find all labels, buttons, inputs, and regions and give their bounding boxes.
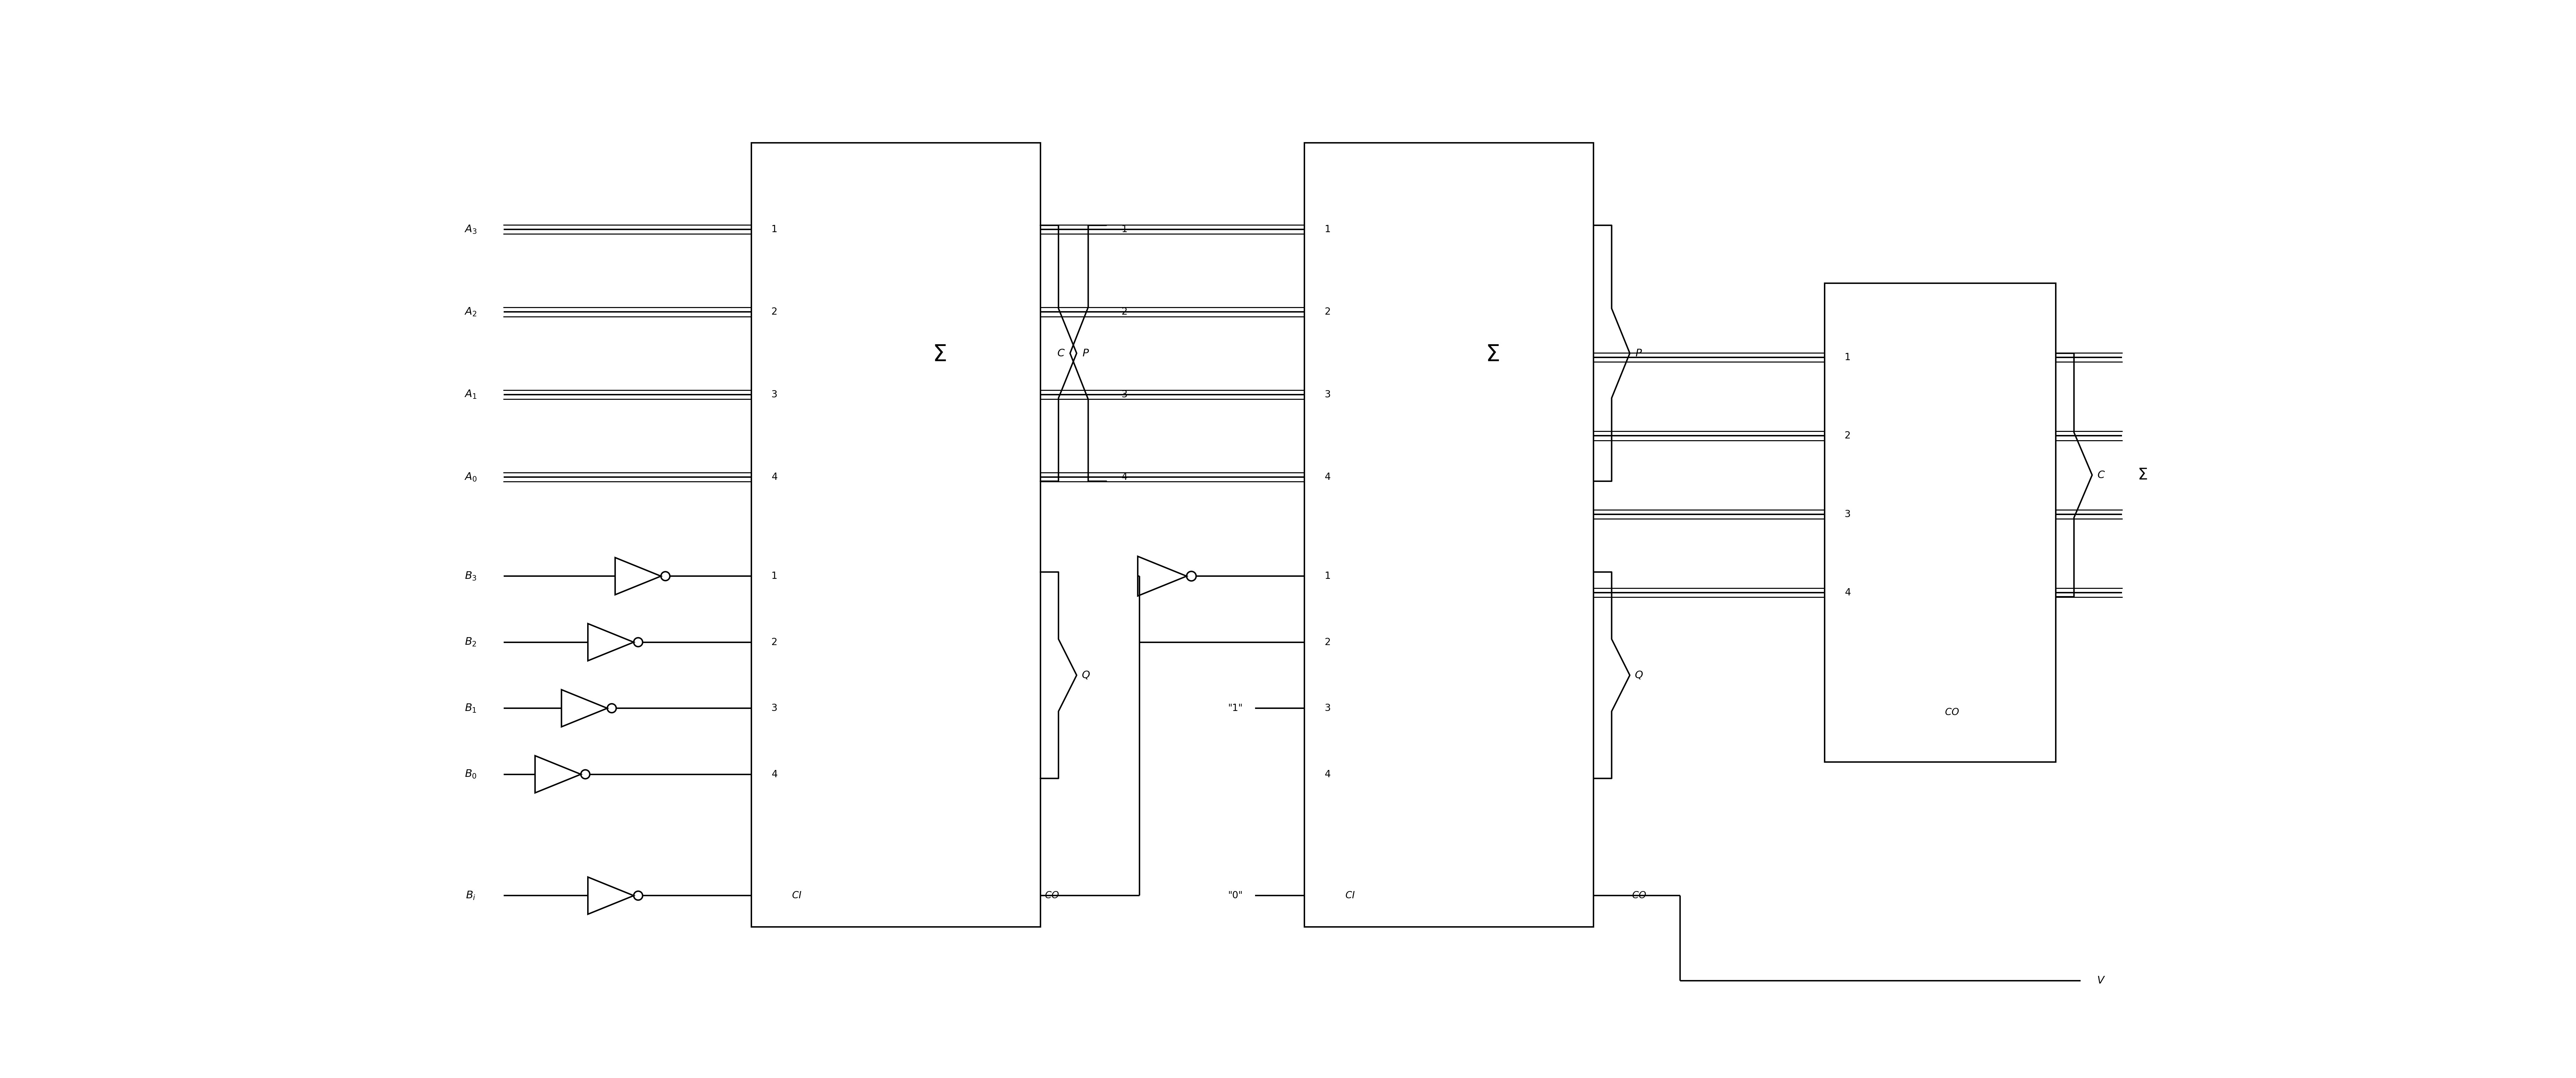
- Text: 2: 2: [1121, 307, 1128, 317]
- Text: $\Sigma$: $\Sigma$: [1486, 343, 1499, 365]
- Text: $B_i$: $B_i$: [466, 890, 477, 901]
- Text: 2: 2: [1324, 307, 1332, 317]
- Text: $CO$: $CO$: [1945, 707, 1960, 717]
- Bar: [1303, 142, 1595, 927]
- Text: 4: 4: [770, 472, 778, 482]
- Text: 4: 4: [770, 770, 778, 779]
- Text: $B_2$: $B_2$: [464, 637, 477, 648]
- Text: 4: 4: [1324, 472, 1332, 482]
- Text: 2: 2: [1844, 431, 1850, 441]
- Text: $\Sigma$: $\Sigma$: [933, 343, 945, 365]
- Bar: [1824, 284, 2056, 762]
- Text: $P$: $P$: [1082, 348, 1090, 358]
- Text: 2: 2: [1324, 637, 1332, 647]
- Text: 3: 3: [770, 390, 778, 399]
- Text: 2: 2: [770, 307, 778, 317]
- Text: $CI$: $CI$: [791, 890, 801, 900]
- Text: $V$: $V$: [2097, 976, 2105, 985]
- Text: 3: 3: [1324, 704, 1332, 713]
- Text: $\Sigma$: $\Sigma$: [2138, 467, 2148, 483]
- Text: $B_3$: $B_3$: [464, 570, 477, 581]
- Text: $A_0$: $A_0$: [464, 472, 477, 483]
- Text: $B_1$: $B_1$: [464, 703, 477, 714]
- Text: 1: 1: [1324, 571, 1332, 581]
- Text: $CO$: $CO$: [1631, 890, 1646, 900]
- Text: 4: 4: [1324, 770, 1332, 779]
- Text: 3: 3: [1844, 510, 1850, 520]
- Text: 1: 1: [770, 224, 778, 234]
- Text: 1: 1: [1844, 353, 1850, 362]
- Text: $Q$: $Q$: [1636, 671, 1643, 680]
- Bar: [752, 142, 1041, 927]
- Text: "0": "0": [1229, 890, 1242, 900]
- Text: $C$: $C$: [2097, 470, 2105, 480]
- Text: $CI$: $CI$: [1345, 890, 1355, 900]
- Text: 2: 2: [770, 637, 778, 647]
- Text: 1: 1: [1324, 224, 1332, 234]
- Text: 4: 4: [1844, 588, 1850, 597]
- Text: 3: 3: [1121, 390, 1128, 399]
- Text: 1: 1: [770, 571, 778, 581]
- Text: 1: 1: [1121, 224, 1128, 234]
- Text: $B_0$: $B_0$: [464, 769, 477, 779]
- Text: $Q$: $Q$: [1082, 671, 1090, 680]
- Text: $A_3$: $A_3$: [464, 224, 477, 235]
- Text: 4: 4: [1121, 472, 1128, 482]
- Text: $A_2$: $A_2$: [464, 306, 477, 317]
- Text: 3: 3: [1324, 390, 1332, 399]
- Text: "1": "1": [1229, 704, 1242, 713]
- Text: 3: 3: [770, 704, 778, 713]
- Text: $CO$: $CO$: [1043, 890, 1059, 900]
- Text: $C$: $C$: [1056, 348, 1064, 358]
- Text: $A_1$: $A_1$: [464, 389, 477, 400]
- Text: $P$: $P$: [1636, 348, 1643, 358]
